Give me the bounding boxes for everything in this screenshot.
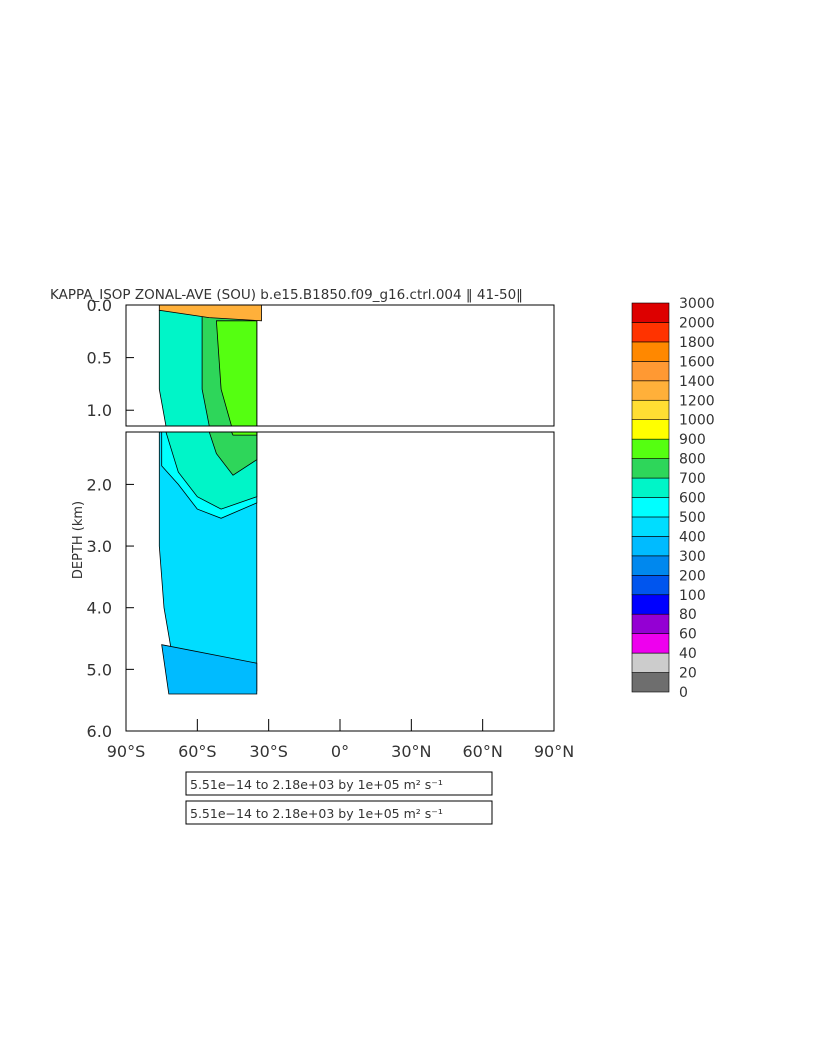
x-tick-label-3: 0° — [331, 742, 349, 761]
colorbar-box-19 — [631, 302, 670, 323]
colorbar-label-7: 300 — [679, 549, 706, 565]
x-axis: 90°S 60°S 30°S 0° 30°N 60°N 90°N — [107, 719, 574, 761]
y-tick-label-lower-3: 5.0 — [87, 660, 112, 679]
y-axis-label: DEPTH (km) — [71, 501, 86, 579]
colorbar-label-20: 3000 — [679, 296, 715, 312]
colorbar-box-6 — [631, 555, 670, 576]
colorbar-box-11 — [631, 458, 670, 479]
zone-lower-5 — [231, 432, 258, 436]
colorbar-label-14: 1000 — [679, 413, 715, 429]
info-box-2: 5.51e−14 to 2.18e+03 by 1e+05 m² s⁻¹ — [185, 800, 493, 825]
colorbar-label-12: 800 — [679, 452, 706, 468]
colorbar-label-0: 0 — [679, 685, 688, 701]
colorbar-box-3 — [631, 613, 670, 634]
x-tick-label-0: 90°S — [107, 742, 146, 761]
colorbar-label-18: 1800 — [679, 335, 715, 351]
colorbar-box-9 — [631, 497, 670, 518]
y-axis-lower: 2.0 3.0 4.0 5.0 6.0 — [87, 475, 134, 741]
colorbar-label-5: 100 — [679, 588, 706, 604]
colorbar-box-0 — [631, 672, 670, 693]
colorbar-label-3: 60 — [679, 627, 697, 643]
colorbar-box-5 — [631, 574, 670, 596]
y-tick-label-upper-1: 0.5 — [87, 349, 112, 368]
colorbar-label-19: 2000 — [679, 315, 715, 331]
x-tick-label-6: 90°N — [534, 742, 574, 761]
chart-title: KAPPA_ISOP ZONAL-AVE (SOU) b.e15.B1850.f… — [50, 287, 523, 303]
colorbar-label-1: 20 — [679, 666, 697, 682]
colorbar-label-2: 40 — [679, 646, 697, 662]
colorbar-box-18 — [631, 322, 670, 343]
y-tick-label-lower-4: 6.0 — [87, 722, 112, 741]
y-tick-label-upper-0: 0.0 — [87, 296, 112, 315]
info-box-1-text: 5.51e−14 to 2.18e+03 by 1e+05 m² s⁻¹ — [190, 777, 443, 792]
zone-upper-6 — [158, 305, 262, 322]
y-axis-upper: 0.0 0.5 1.0 — [87, 296, 134, 420]
colorbar-label-15: 1200 — [679, 393, 715, 409]
colorbar-label-16: 1400 — [679, 374, 715, 390]
y-tick-label-lower-2: 4.0 — [87, 599, 112, 618]
zone-lower-1 — [161, 644, 258, 695]
lower-panel-fill — [158, 432, 258, 695]
zone-upper-5 — [215, 320, 258, 426]
zone-lower-4 — [208, 432, 258, 476]
colorbar-box-10 — [631, 477, 670, 498]
colorbar-label-6: 200 — [679, 568, 706, 584]
colorbar: 0 20 40 60 80 100 200 300 400 500 600 700 800 900 1000… — [631, 296, 715, 701]
colorbar-label-9: 500 — [679, 510, 706, 526]
colorbar-box-8 — [631, 516, 670, 537]
colorbar-label-4: 80 — [679, 607, 697, 623]
info-box-2-text: 5.51e−14 to 2.18e+03 by 1e+05 m² s⁻¹ — [190, 806, 443, 821]
y-tick-label-lower-0: 2.0 — [87, 475, 112, 494]
colorbar-label-13: 900 — [679, 432, 706, 448]
x-tick-label-5: 60°N — [463, 742, 503, 761]
colorbar-box-7 — [631, 536, 670, 557]
colorbar-box-12 — [631, 438, 670, 459]
colorbar-label-10: 600 — [679, 491, 706, 507]
colorbar-box-13 — [631, 419, 670, 440]
colorbar-box-15 — [631, 380, 670, 401]
x-tick-label-1: 60°S — [178, 742, 217, 761]
y-tick-label-upper-2: 1.0 — [87, 401, 112, 420]
info-box-1: 5.51e−14 to 2.18e+03 by 1e+05 m² s⁻¹ — [185, 771, 493, 796]
colorbar-box-2 — [631, 633, 670, 654]
colorbar-label-17: 1600 — [679, 354, 715, 370]
colorbar-box-14 — [631, 399, 670, 421]
colorbar-box-17 — [631, 341, 670, 362]
x-tick-label-4: 30°N — [391, 742, 431, 761]
upper-panel-frame — [125, 304, 555, 427]
y-tick-label-lower-1: 3.0 — [87, 537, 112, 556]
upper-panel-fill — [158, 305, 262, 426]
colorbar-box-4 — [631, 594, 670, 615]
colorbar-box-1 — [631, 652, 670, 673]
colorbar-label-11: 700 — [679, 471, 706, 487]
x-tick-label-2: 30°S — [249, 742, 288, 761]
colorbar-box-16 — [631, 361, 670, 382]
colorbar-label-8: 400 — [679, 529, 706, 545]
